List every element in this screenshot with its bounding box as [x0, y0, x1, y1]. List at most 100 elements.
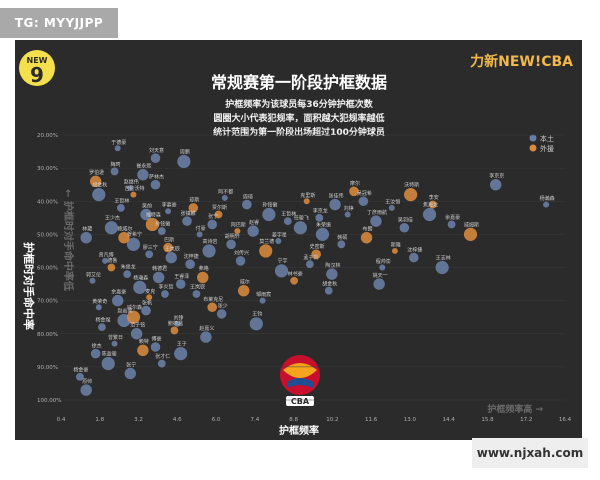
point-label: 杨瀚森: [540, 195, 555, 202]
point-label: 于德豪: [111, 139, 126, 146]
data-point: [358, 196, 369, 207]
x-tick-label: 14.4: [443, 417, 456, 423]
point-label: 孙铭徽: [155, 221, 170, 228]
channel-tag: TG: MYYJJPP: [0, 8, 118, 38]
point-label: 杨瀚森: [133, 274, 148, 281]
point-label: 孟子凯: [303, 254, 318, 261]
legend-marker-local: [529, 134, 537, 142]
data-point: [98, 323, 106, 332]
data-point: [140, 208, 152, 221]
point-label: 余嘉豪: [445, 214, 460, 221]
point-label: 贺希宁: [127, 231, 142, 238]
point-label: 曾凡博: [99, 251, 114, 258]
data-point: [428, 200, 437, 209]
data-point: [124, 367, 136, 380]
point-label: 韩硕: [337, 234, 347, 241]
point-label: 威尔: [240, 278, 250, 285]
point-label: 张镇麟: [180, 210, 195, 217]
data-point: [207, 302, 217, 313]
point-label: 张少: [218, 303, 228, 310]
data-point: [196, 231, 203, 238]
data-point: [262, 207, 276, 222]
point-label: 王钧: [252, 311, 262, 318]
data-point: [214, 210, 223, 219]
x-tick-label: 1.8: [95, 417, 104, 423]
scatter-chart: NEW 9 力新NEW!CBA 常规赛第一阶段护框数据 护框频率为该球员每36分…: [19, 50, 573, 437]
data-point: [315, 227, 330, 241]
point-label: 沈梓捷: [184, 253, 199, 260]
data-point: [141, 305, 151, 316]
y-tick-label: 70.00%: [37, 299, 58, 305]
point-label: 吴羽佳: [398, 216, 413, 223]
data-point: [324, 286, 333, 295]
point-label: 孙铭徽: [262, 201, 277, 208]
y-tick-label: 20.00%: [37, 133, 58, 139]
x-tick-label: 7.4: [250, 417, 259, 423]
data-point: [137, 344, 149, 357]
point-label: 王岚嵚: [190, 284, 205, 291]
point-label: 福特森: [146, 211, 161, 218]
point-label: 布朗: [363, 225, 373, 232]
point-label: 傅豪: [151, 336, 161, 343]
point-label: 吴前: [142, 202, 152, 209]
point-label: 姜宇星: [272, 232, 287, 239]
data-point: [157, 227, 166, 235]
x-tick-label: 15.8: [481, 417, 494, 423]
point-label: 付豪: [196, 225, 206, 232]
point-label: 姚天一: [373, 272, 388, 279]
point-label: 威姆斯: [464, 221, 479, 228]
point-label: 刘天意: [149, 147, 164, 154]
chart-legend: 本土 外援: [529, 134, 554, 153]
point-label: 陶汉林: [325, 262, 340, 269]
point-label: 张宁: [208, 213, 218, 220]
data-point: [370, 215, 382, 227]
data-point: [349, 186, 359, 197]
data-point: [150, 342, 161, 352]
data-point: [102, 257, 109, 264]
data-point: [111, 340, 118, 347]
legend-marker-foreign: [529, 144, 537, 152]
data-point: [249, 317, 263, 331]
point-label: 王哲林: [114, 197, 129, 204]
data-point: [118, 231, 130, 244]
point-label: 高诗岩: [203, 238, 218, 245]
data-point: [114, 145, 121, 152]
point-label: 焦海龙: [423, 201, 438, 208]
point-label: 李慕豪: [162, 202, 177, 209]
point-label: 萨林杰: [149, 173, 164, 180]
data-point: [110, 167, 119, 176]
data-point: [150, 153, 161, 163]
legend-label-foreign: 外援: [540, 144, 554, 153]
x-tick-label: 8.8: [289, 417, 298, 423]
point-label: 王志林: [436, 254, 451, 261]
data-point: [293, 221, 307, 235]
point-label: 李安: [429, 194, 439, 201]
data-point: [80, 231, 92, 244]
data-point: [137, 169, 149, 181]
data-point: [238, 284, 250, 297]
point-label: 鲍威尔: [117, 225, 132, 232]
data-point: [259, 244, 273, 258]
data-point: [188, 203, 199, 213]
point-label: 张佳伟: [329, 192, 344, 199]
data-point: [130, 328, 143, 340]
point-label: 刘传兴: [234, 250, 249, 257]
data-point: [202, 244, 216, 258]
x-tick-label: 13.0: [404, 417, 417, 423]
data-point: [123, 270, 132, 279]
point-label: 布莱克尼: [203, 296, 223, 303]
data-point: [146, 294, 153, 301]
new9-logo-icon: NEW 9: [19, 50, 55, 87]
point-label: 赵岩昊: [117, 307, 132, 314]
point-label: 罗伯逊: [89, 169, 104, 176]
x-tick-label: 10.2: [326, 417, 338, 423]
point-label: 阿不都: [218, 188, 233, 195]
gridlines: [61, 134, 565, 401]
data-point: [90, 348, 101, 359]
svg-text:CBA: CBA: [291, 397, 310, 406]
chart-subtitle-line-2: 圆圈大小代表犯规率，面积越大犯规率越低: [213, 112, 384, 124]
data-point: [165, 208, 172, 215]
y-tick-label: 100.00%: [37, 398, 61, 404]
y-tick-label: 60.00%: [37, 266, 58, 272]
x-tick-label: 17.2: [520, 417, 532, 423]
